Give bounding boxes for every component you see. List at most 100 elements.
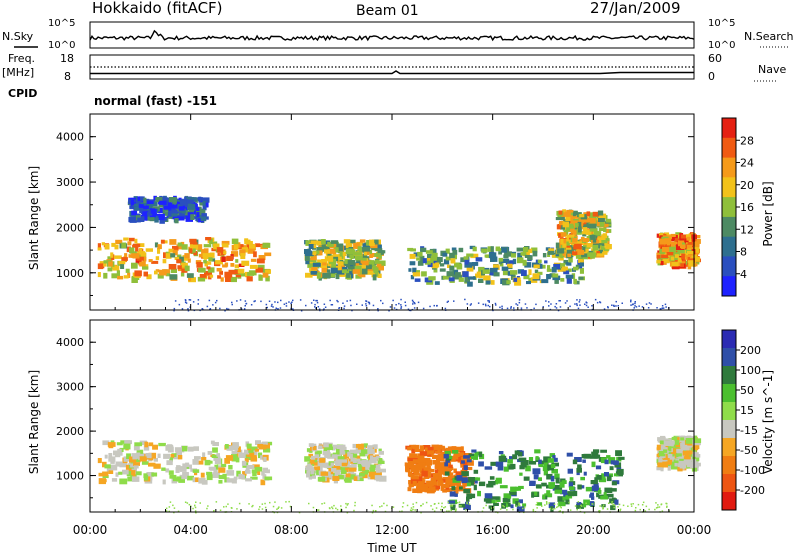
data-cell	[543, 470, 548, 476]
data-cell	[131, 262, 138, 269]
data-cell	[501, 266, 509, 271]
data-cell	[528, 277, 533, 283]
colorbar-tick-label: 100	[740, 364, 761, 377]
ground-scatter-cell	[340, 510, 342, 512]
data-cell	[211, 258, 216, 262]
data-cell	[576, 502, 582, 506]
data-cell	[466, 496, 470, 502]
data-cell	[499, 485, 508, 489]
ground-scatter-cell	[379, 506, 381, 508]
data-cell	[604, 247, 610, 251]
data-cell	[239, 249, 246, 255]
ground-scatter-cell	[464, 509, 467, 511]
data-cell	[484, 493, 493, 499]
ground-scatter-cell	[208, 299, 211, 302]
ground-scatter-cell	[458, 505, 461, 507]
ground-scatter-cell	[456, 502, 459, 504]
ground-scatter-cell	[499, 508, 502, 510]
data-cell	[373, 444, 378, 449]
ground-scatter-cell	[645, 303, 648, 305]
data-cell	[421, 271, 427, 277]
data-cell	[423, 460, 428, 466]
colorbar-tick-label: 200	[740, 344, 761, 357]
data-cell	[348, 467, 357, 472]
data-cell	[694, 438, 702, 443]
data-cell	[461, 471, 469, 477]
data-cell	[168, 264, 177, 270]
data-cell	[249, 244, 256, 249]
data-cell	[468, 453, 474, 458]
data-cell	[430, 255, 437, 261]
data-cell	[234, 264, 240, 269]
colorbar-block	[722, 177, 736, 198]
data-cell	[543, 462, 548, 466]
data-cell	[569, 226, 575, 232]
data-cell	[562, 243, 567, 248]
data-cell	[566, 452, 573, 457]
ground-scatter-cell	[372, 509, 375, 512]
data-cell	[455, 272, 461, 277]
data-cell	[434, 464, 442, 468]
time-tick-label: 08:00	[274, 523, 309, 537]
data-cell	[254, 448, 259, 452]
data-cell	[559, 215, 565, 221]
data-cell	[512, 454, 518, 460]
data-cell	[427, 257, 431, 261]
data-cell	[567, 491, 575, 497]
ground-scatter-cell	[236, 508, 238, 510]
data-cell	[581, 231, 589, 235]
data-cell	[675, 454, 680, 461]
data-cell	[339, 451, 346, 455]
data-cell	[565, 230, 569, 234]
ground-scatter-cell	[345, 502, 347, 505]
data-cell	[369, 455, 373, 461]
data-cell	[583, 471, 587, 476]
range-tick-label: 1000	[56, 470, 84, 483]
ground-scatter-cell	[395, 304, 397, 306]
ground-scatter-cell	[195, 501, 197, 503]
data-cell	[659, 238, 667, 245]
nave-tick-top: 60	[708, 52, 722, 65]
data-cell	[172, 456, 180, 460]
data-cell	[478, 461, 484, 467]
data-cell	[250, 476, 258, 480]
time-axis-label: Time UT	[366, 541, 417, 554]
data-cell	[257, 264, 265, 270]
data-cell	[679, 263, 684, 267]
data-cell	[592, 239, 597, 243]
data-cell	[118, 261, 126, 265]
data-cell	[516, 506, 525, 512]
data-cell	[197, 460, 204, 465]
data-cell	[575, 254, 582, 259]
ground-scatter-cell	[345, 506, 347, 509]
data-cell	[369, 459, 377, 464]
data-cell	[148, 259, 153, 263]
data-cell	[489, 267, 498, 273]
data-cell	[262, 441, 268, 445]
data-cell	[102, 471, 109, 477]
data-cell	[476, 271, 481, 276]
ground-scatter-cell	[317, 306, 320, 308]
data-cell	[226, 255, 233, 261]
ground-scatter-cell	[489, 305, 491, 308]
data-cell	[181, 268, 188, 273]
ground-scatter-cell	[455, 508, 457, 510]
data-cell	[674, 252, 680, 256]
data-cell	[510, 274, 516, 280]
data-cell	[426, 465, 431, 471]
data-cell	[573, 278, 577, 284]
data-cell	[413, 453, 418, 457]
data-cell	[331, 264, 336, 270]
data-cell	[211, 454, 218, 458]
data-cell	[225, 455, 233, 461]
ground-scatter-cell	[559, 510, 561, 512]
data-cell	[340, 254, 344, 259]
data-cell	[574, 457, 582, 462]
ground-scatter-cell	[513, 307, 515, 309]
data-cell	[688, 454, 693, 458]
data-cell	[194, 456, 201, 460]
data-cell	[107, 267, 113, 272]
data-cell	[377, 244, 382, 249]
time-tick-label: 20:00	[576, 523, 611, 537]
data-cell	[186, 199, 194, 204]
